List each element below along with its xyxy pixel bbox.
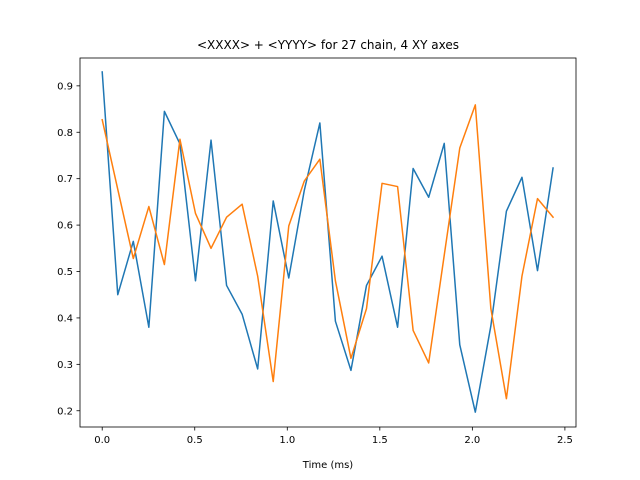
x-tick-label: 2.5 bbox=[557, 435, 573, 446]
y-tick-label: 0.2 bbox=[57, 406, 73, 417]
plot-area bbox=[101, 71, 555, 413]
y-tick-label: 0.9 bbox=[57, 81, 73, 92]
x-tick-label: 0.0 bbox=[94, 435, 110, 446]
y-tick-label: 0.7 bbox=[57, 174, 73, 185]
axes-frame bbox=[79, 57, 577, 428]
axes: 0.0 0.5 1.0 1.5 2.0 2.5 0.2 0.3 0.4 0.5 0.6 0.7 0.8 0… bbox=[57, 57, 577, 446]
y-tick-label: 0.3 bbox=[57, 360, 73, 371]
y-tick-label: 0.4 bbox=[57, 313, 73, 324]
y-tick-label: 0.8 bbox=[57, 128, 73, 139]
y-tick-label: 0.6 bbox=[57, 221, 73, 232]
chart-title: <XXXX> + <YYYY> for 27 chain, 4 XY axes bbox=[197, 38, 459, 52]
y-tick-label: 0.5 bbox=[57, 267, 73, 278]
x-tick-label: 0.5 bbox=[187, 435, 203, 446]
x-tick-label: 2.0 bbox=[464, 435, 480, 446]
series-line-2 bbox=[101, 104, 555, 400]
x-tick-label: 1.5 bbox=[372, 435, 388, 446]
x-tick-label: 1.0 bbox=[279, 435, 295, 446]
x-axis-label: Time (ms) bbox=[302, 460, 354, 471]
